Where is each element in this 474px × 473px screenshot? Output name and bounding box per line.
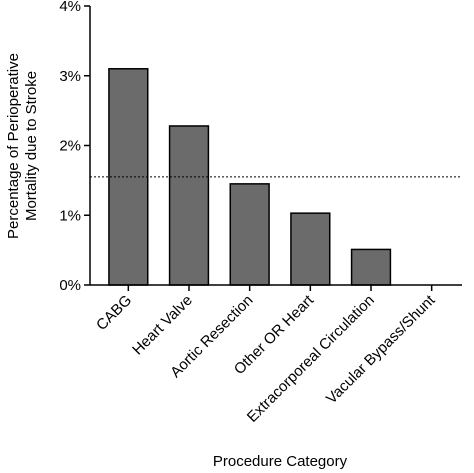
bar	[229, 183, 270, 286]
x-tick-label: Extracorporeal Circulation	[244, 292, 378, 426]
y-tick-label: 2%	[59, 138, 81, 155]
y-tick-label: 1%	[59, 207, 81, 224]
y-axis-label: Percentage of Perioperative	[5, 53, 22, 239]
x-axis-label: Procedure Category	[213, 453, 348, 470]
x-tick-label: Vacular Bypass/Shunt	[323, 291, 439, 407]
y-tick-label: 0%	[59, 277, 81, 294]
bar	[290, 212, 331, 286]
bar	[350, 248, 392, 286]
y-axis-label: Mortality due to Stroke	[23, 71, 40, 221]
bar	[168, 125, 210, 286]
y-tick-label: 4%	[59, 0, 81, 15]
y-tick-label: 3%	[59, 68, 81, 85]
x-tick-label: Heart Valve	[129, 292, 196, 359]
x-tick-label: CABG	[93, 292, 135, 334]
y-axis-label-group: Percentage of Perioperative Mortality du…	[5, 53, 40, 239]
